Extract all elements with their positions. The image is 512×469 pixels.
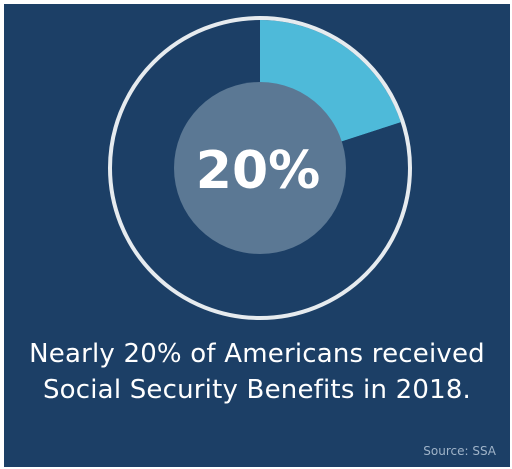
center-percent-label: 20% — [196, 141, 320, 201]
source-credit: Source: SSA — [423, 444, 496, 458]
caption-line-2: Social Security Benefits in 2018. — [42, 375, 472, 405]
caption-line-1: Nearly 20% of Americans received — [29, 339, 485, 369]
center-disc — [174, 82, 346, 254]
chart-ring — [108, 16, 412, 320]
